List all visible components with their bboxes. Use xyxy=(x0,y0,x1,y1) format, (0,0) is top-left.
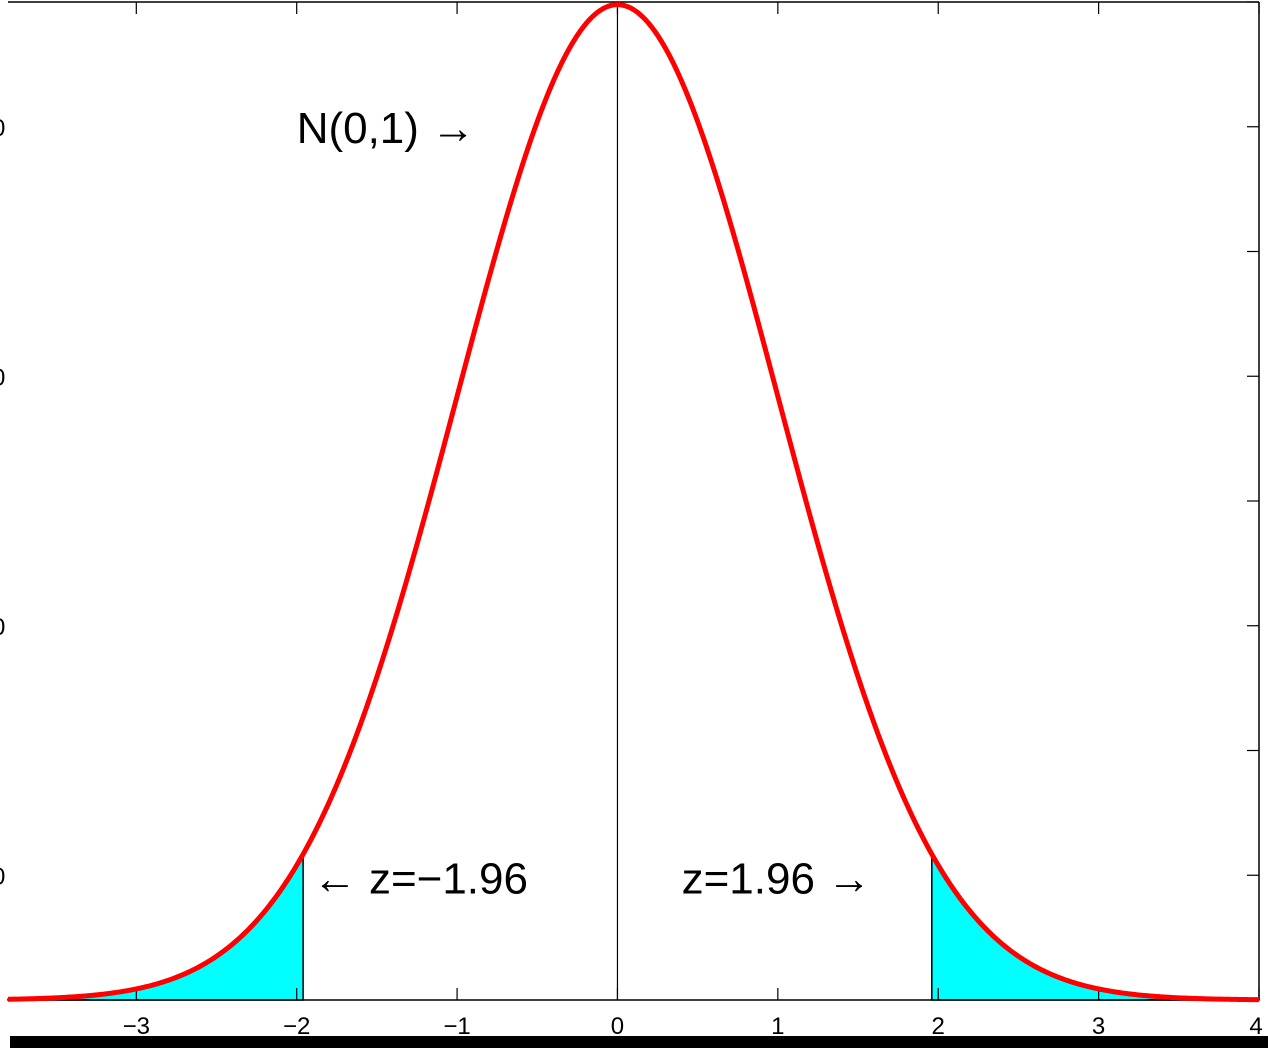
x-tick-label-2: −1 xyxy=(443,1013,470,1040)
y-tick-label-1: 0 xyxy=(0,614,5,641)
annotation-0: N(0,1) → xyxy=(297,104,475,153)
x-tick-label-0: −3 xyxy=(123,1013,150,1040)
x-tick-label-6: 3 xyxy=(1092,1013,1105,1040)
labels: −3 −2 −1 0 1 2 3 4 0 0 0 0 N(0,1) → ← z=−1.96 z=1.96 → xyxy=(0,104,1263,1040)
annotation-2: z=1.96 → xyxy=(682,855,872,904)
y-tick-label-2: 0 xyxy=(0,364,5,391)
annotation-1: ← z=−1.96 xyxy=(313,855,528,904)
x-tick-label-4: 1 xyxy=(771,1013,784,1040)
y-tick-label-3: 0 xyxy=(0,115,5,142)
axes xyxy=(8,1,1260,1001)
x-tick-label-3: 0 xyxy=(611,1013,624,1040)
shaded-tail-0 xyxy=(7,851,304,1001)
bottom-bar xyxy=(10,1036,1268,1048)
density-curve xyxy=(7,2,1260,1003)
y-tick-label-0: 0 xyxy=(0,863,5,890)
x-tick-label-5: 2 xyxy=(932,1013,945,1040)
x-tick-label-7: 4 xyxy=(1249,1013,1262,1040)
x-tick-label-1: −2 xyxy=(283,1013,310,1040)
shaded-tails xyxy=(7,851,1260,1001)
